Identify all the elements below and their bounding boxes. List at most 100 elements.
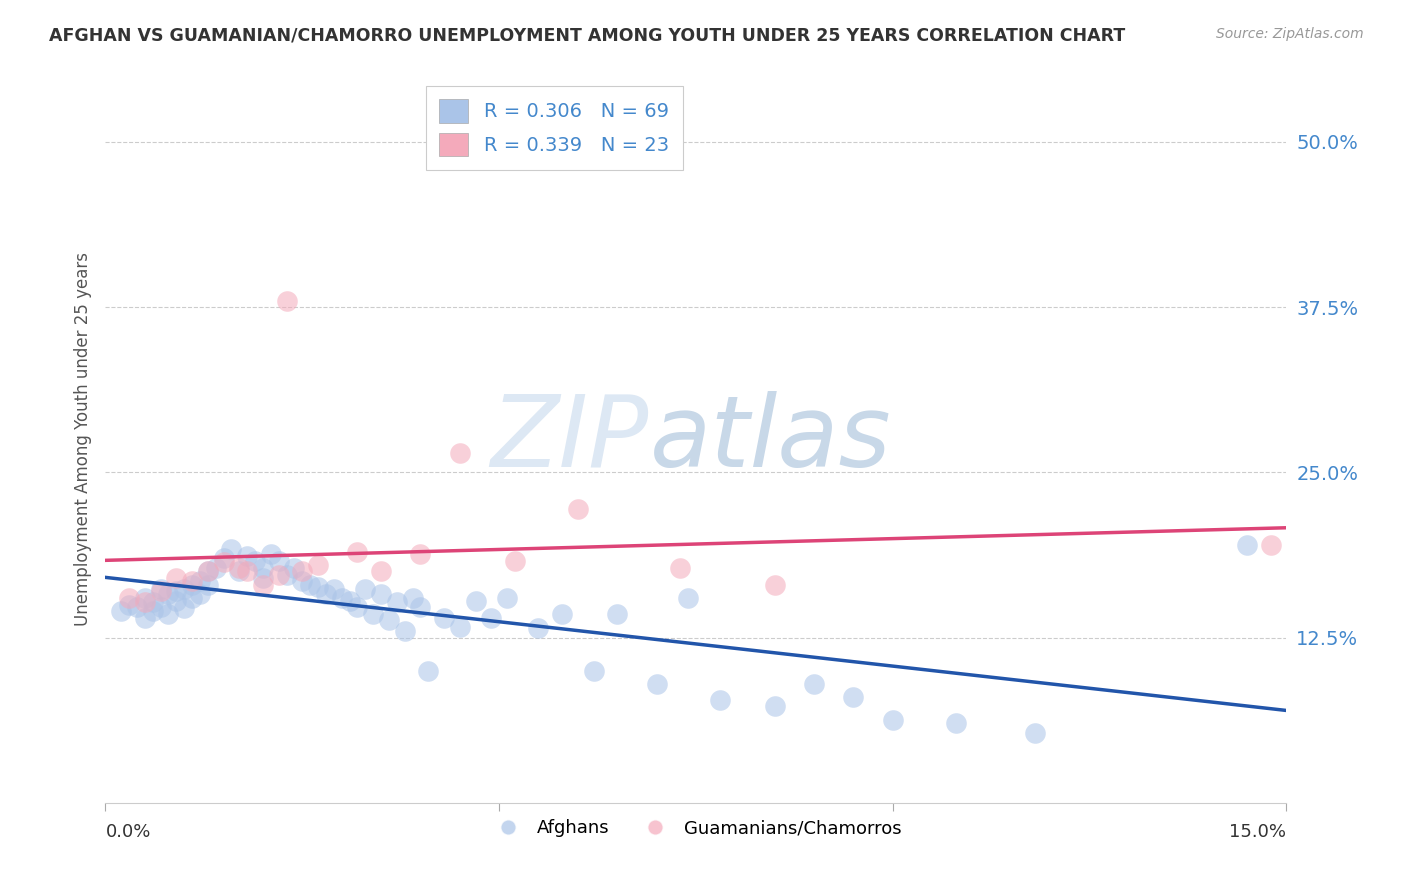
Afghans (803, 677, 825, 691)
Afghans (134, 591, 156, 605)
Afghans (283, 560, 305, 574)
Afghans (181, 591, 204, 605)
Afghans (385, 595, 408, 609)
Guamanians/Chamorros (567, 502, 589, 516)
Guamanians/Chamorros (291, 565, 314, 579)
Afghans (361, 607, 384, 621)
Afghans (134, 611, 156, 625)
Afghans (409, 600, 432, 615)
Guamanians/Chamorros (252, 578, 274, 592)
Afghans (496, 591, 519, 605)
Text: AFGHAN VS GUAMANIAN/CHAMORRO UNEMPLOYMENT AMONG YOUTH UNDER 25 YEARS CORRELATION: AFGHAN VS GUAMANIAN/CHAMORRO UNEMPLOYMEN… (49, 27, 1125, 45)
Afghans (582, 664, 605, 678)
Afghans (110, 604, 132, 618)
Guamanians/Chamorros (276, 293, 298, 308)
Afghans (173, 601, 195, 615)
Afghans (267, 554, 290, 568)
Afghans (157, 607, 180, 621)
Guamanians/Chamorros (346, 544, 368, 558)
Afghans (260, 547, 283, 561)
Afghans (165, 593, 187, 607)
Guamanians/Chamorros (212, 555, 235, 569)
Afghans (188, 574, 211, 588)
Guamanians/Chamorros (763, 578, 786, 592)
Guamanians/Chamorros (669, 560, 692, 574)
Guamanians/Chamorros (134, 595, 156, 609)
Afghans (394, 624, 416, 638)
Afghans (842, 690, 865, 704)
Afghans (142, 595, 165, 609)
Afghans (307, 580, 329, 594)
Afghans (228, 565, 250, 579)
Afghans (418, 664, 440, 678)
Afghans (527, 621, 550, 635)
Guamanians/Chamorros (228, 560, 250, 574)
Guamanians/Chamorros (449, 445, 471, 459)
Afghans (243, 554, 266, 568)
Afghans (125, 600, 148, 615)
Guamanians/Chamorros (1260, 538, 1282, 552)
Afghans (551, 607, 574, 621)
Guamanians/Chamorros (181, 574, 204, 588)
Afghans (479, 611, 502, 625)
Afghans (882, 713, 904, 727)
Guamanians/Chamorros (118, 591, 141, 605)
Text: ZIP: ZIP (491, 391, 648, 488)
Afghans (709, 692, 731, 706)
Afghans (433, 611, 456, 625)
Afghans (188, 587, 211, 601)
Afghans (236, 549, 259, 563)
Text: 15.0%: 15.0% (1229, 823, 1286, 841)
Afghans (449, 620, 471, 634)
Afghans (276, 568, 298, 582)
Afghans (339, 593, 361, 607)
Afghans (378, 614, 401, 628)
Afghans (181, 578, 204, 592)
Guamanians/Chamorros (503, 554, 526, 568)
Afghans (212, 551, 235, 566)
Afghans (165, 584, 187, 599)
Guamanians/Chamorros (197, 565, 219, 579)
Text: atlas: atlas (650, 391, 891, 488)
Afghans (763, 699, 786, 714)
Afghans (204, 560, 226, 574)
Afghans (299, 578, 322, 592)
Afghans (173, 582, 195, 596)
Afghans (945, 716, 967, 731)
Legend: Afghans, Guamanians/Chamorros: Afghans, Guamanians/Chamorros (484, 813, 908, 845)
Afghans (1236, 538, 1258, 552)
Afghans (330, 591, 353, 605)
Afghans (1024, 725, 1046, 739)
Afghans (606, 607, 628, 621)
Afghans (401, 591, 423, 605)
Afghans (118, 598, 141, 612)
Guamanians/Chamorros (307, 558, 329, 572)
Text: 0.0%: 0.0% (105, 823, 150, 841)
Guamanians/Chamorros (149, 584, 172, 599)
Afghans (315, 587, 337, 601)
Afghans (149, 582, 172, 596)
Guamanians/Chamorros (370, 565, 392, 579)
Guamanians/Chamorros (267, 568, 290, 582)
Afghans (291, 574, 314, 588)
Afghans (354, 582, 377, 596)
Afghans (676, 591, 699, 605)
Afghans (464, 593, 486, 607)
Text: Source: ZipAtlas.com: Source: ZipAtlas.com (1216, 27, 1364, 41)
Afghans (149, 600, 172, 615)
Afghans (346, 600, 368, 615)
Afghans (197, 578, 219, 592)
Y-axis label: Unemployment Among Youth under 25 years: Unemployment Among Youth under 25 years (73, 252, 91, 626)
Guamanians/Chamorros (236, 565, 259, 579)
Afghans (157, 587, 180, 601)
Afghans (252, 571, 274, 585)
Afghans (142, 604, 165, 618)
Afghans (197, 565, 219, 579)
Afghans (645, 677, 668, 691)
Afghans (252, 560, 274, 574)
Afghans (370, 587, 392, 601)
Guamanians/Chamorros (409, 547, 432, 561)
Afghans (322, 582, 344, 596)
Afghans (221, 541, 243, 556)
Guamanians/Chamorros (165, 571, 187, 585)
